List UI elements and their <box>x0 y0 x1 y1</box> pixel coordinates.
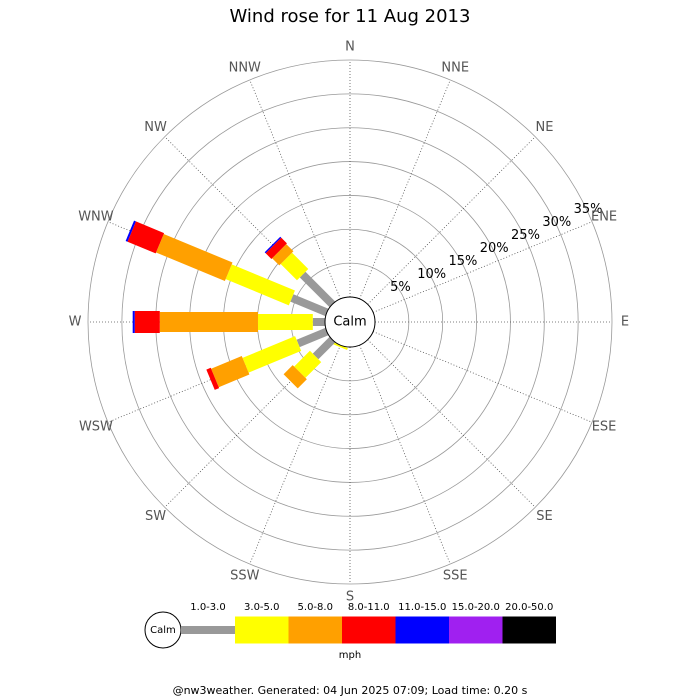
direction-label: WSW <box>79 420 113 435</box>
direction-label: E <box>621 315 629 330</box>
bar-segment <box>280 252 309 281</box>
bar-segment <box>134 311 160 333</box>
bar-segment <box>272 244 294 266</box>
bar-segment <box>206 367 220 390</box>
legend-swatch <box>395 616 449 644</box>
bar-segment <box>125 220 136 242</box>
ring-label: 25% <box>511 228 540 243</box>
bar-segment <box>159 312 258 332</box>
direction-line <box>367 136 536 305</box>
direction-line <box>372 221 593 313</box>
legend-swatch <box>342 616 396 644</box>
legend-calm-label: Calm <box>150 625 176 636</box>
bar-segment <box>296 327 329 348</box>
ring-line <box>87 59 613 585</box>
chart-title: Wind rose for 11 Aug 2013 <box>230 6 471 27</box>
bar-segment <box>290 294 329 317</box>
bar-segment <box>264 236 282 254</box>
ring-label: 30% <box>542 215 571 230</box>
bar-segment <box>211 356 250 388</box>
legend-label: 3.0-5.0 <box>244 602 279 613</box>
footer: @nw3weather. Generated: 04 Jun 2025 07:0… <box>173 684 528 697</box>
legend-label: 1.0-3.0 <box>190 602 225 613</box>
legend-swatch <box>235 616 289 644</box>
bar-segment <box>283 365 307 389</box>
legend-swatch <box>181 626 235 634</box>
direction-label: ENE <box>591 209 617 224</box>
direction-label: SE <box>536 509 552 524</box>
bar-segment <box>312 336 336 360</box>
direction-label: N <box>345 40 355 55</box>
unit-label: mph <box>339 650 361 661</box>
bar-segment <box>332 342 348 351</box>
direction-label: SSW <box>230 569 260 584</box>
bar-segment <box>242 336 302 373</box>
direction-label: S <box>346 590 354 605</box>
direction-line <box>372 331 593 423</box>
direction-label: NW <box>144 120 167 135</box>
legend-swatch <box>449 616 503 644</box>
direction-line <box>359 344 451 565</box>
ring-line <box>121 93 579 551</box>
direction-label: WNW <box>78 209 114 224</box>
legend: Calm 1.0-3.0 3.0-5.0 5.0-8.0 8.0-11.0 11.0-1… <box>144 602 556 649</box>
bar-segment <box>132 311 135 333</box>
ring-label: 20% <box>480 241 509 256</box>
calm-label: Calm <box>333 315 366 330</box>
bars <box>125 220 348 390</box>
direction-label: W <box>69 315 82 330</box>
calm-circle <box>324 296 376 348</box>
direction-label: NE <box>535 120 553 135</box>
direction-label: NNE <box>441 60 469 75</box>
bar-segment <box>127 221 165 254</box>
bar-segment <box>294 350 322 378</box>
legend-label: 8.0-11.0 <box>348 602 390 613</box>
direction-label: ESE <box>592 420 617 435</box>
legend-label: 11.0-15.0 <box>398 602 446 613</box>
legend-label: 15.0-20.0 <box>452 602 500 613</box>
bar-segment <box>312 318 325 326</box>
bar-segment <box>225 264 295 306</box>
ring-label: 15% <box>448 254 477 269</box>
direction-label: SSE <box>443 569 468 584</box>
ring-label: 5% <box>390 280 411 295</box>
direction-line <box>249 344 341 565</box>
legend-label: 5.0-8.0 <box>298 602 333 613</box>
legend-swatch <box>502 616 556 644</box>
bar-segment <box>299 271 336 308</box>
direction-label: SW <box>145 509 166 524</box>
bar-segment <box>156 234 233 281</box>
legend-swatch <box>288 616 342 644</box>
legend-label: 20.0-50.0 <box>505 602 553 613</box>
grid: 5%10%15%20%25%30%35%NNNENEENEEESESESSESS… <box>69 40 630 605</box>
ring-label: 35% <box>574 202 603 217</box>
bar-segment <box>257 314 313 330</box>
direction-line <box>249 79 341 300</box>
direction-label: NNW <box>229 60 261 75</box>
direction-line <box>359 79 451 300</box>
direction-line <box>367 339 536 508</box>
bar-segment <box>265 237 287 259</box>
ring-label: 10% <box>417 267 446 282</box>
